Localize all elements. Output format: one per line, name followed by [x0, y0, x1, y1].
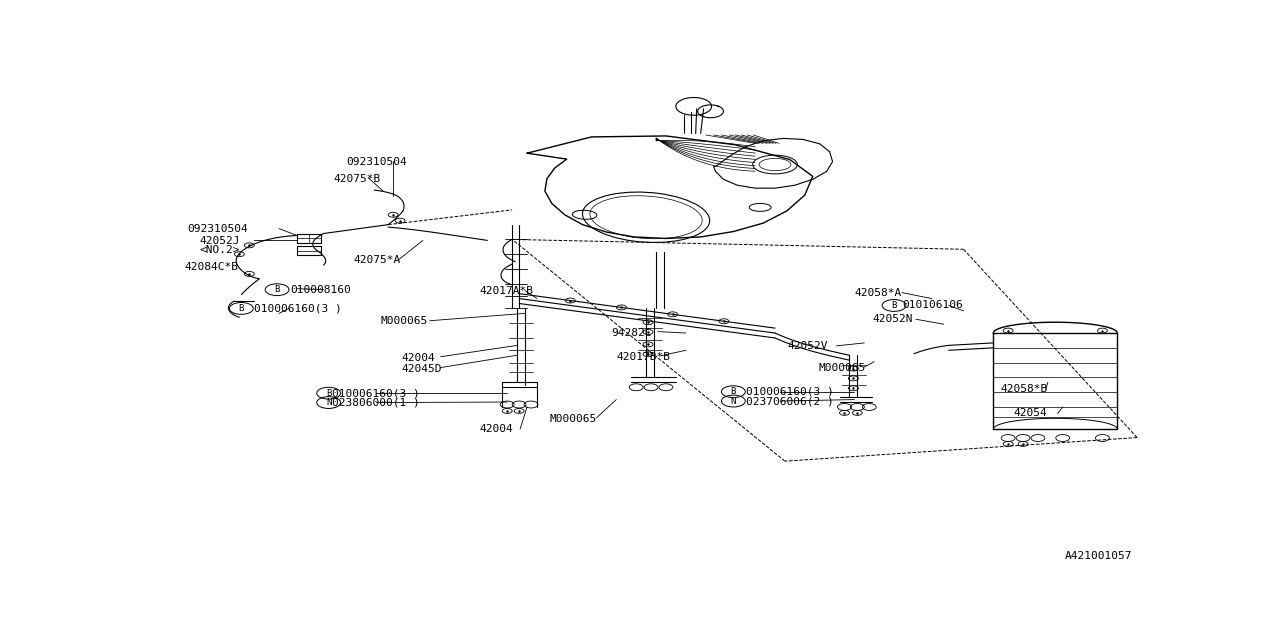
- Text: N: N: [731, 397, 736, 406]
- Text: 010008160: 010008160: [291, 285, 351, 294]
- Text: 023706006(2 ): 023706006(2 ): [746, 396, 835, 406]
- Text: 42004: 42004: [401, 353, 435, 363]
- Text: 42052N: 42052N: [872, 314, 913, 324]
- Text: B: B: [891, 301, 897, 310]
- Text: B: B: [274, 285, 280, 294]
- Text: B: B: [238, 304, 244, 313]
- Text: N: N: [326, 398, 332, 407]
- Text: 42075*A: 42075*A: [353, 255, 401, 265]
- Text: 42052J: 42052J: [200, 236, 241, 246]
- Text: 092310504: 092310504: [187, 223, 247, 234]
- Text: 94282C: 94282C: [612, 328, 652, 337]
- Text: 42045D: 42045D: [401, 364, 442, 374]
- Text: 42084C*B: 42084C*B: [184, 262, 239, 272]
- Text: B: B: [326, 388, 332, 397]
- Text: 42004: 42004: [480, 424, 513, 434]
- Text: A421001057: A421001057: [1065, 551, 1132, 561]
- Text: 010006160(3 ): 010006160(3 ): [255, 303, 342, 314]
- Text: 42017A*B: 42017A*B: [480, 285, 534, 296]
- Text: 42017B*B: 42017B*B: [617, 352, 671, 362]
- Text: 42058*B: 42058*B: [1000, 384, 1047, 394]
- Text: 42054: 42054: [1014, 408, 1047, 419]
- Text: 092310504: 092310504: [347, 157, 407, 166]
- Text: B: B: [731, 387, 736, 396]
- Text: 42058*A: 42058*A: [855, 287, 901, 298]
- Text: 023806000(1 ): 023806000(1 ): [332, 397, 420, 408]
- Text: 42075*B: 42075*B: [334, 174, 381, 184]
- Text: <NO.2>: <NO.2>: [200, 245, 241, 255]
- Text: 010106106: 010106106: [902, 300, 963, 310]
- Text: M000065: M000065: [380, 316, 428, 326]
- Text: 42052V: 42052V: [788, 341, 828, 351]
- Text: M000065: M000065: [819, 363, 867, 373]
- Text: M000065: M000065: [550, 414, 596, 424]
- Text: 010006160(3 ): 010006160(3 ): [746, 387, 835, 397]
- Text: 010006160(3 ): 010006160(3 ): [332, 388, 420, 398]
